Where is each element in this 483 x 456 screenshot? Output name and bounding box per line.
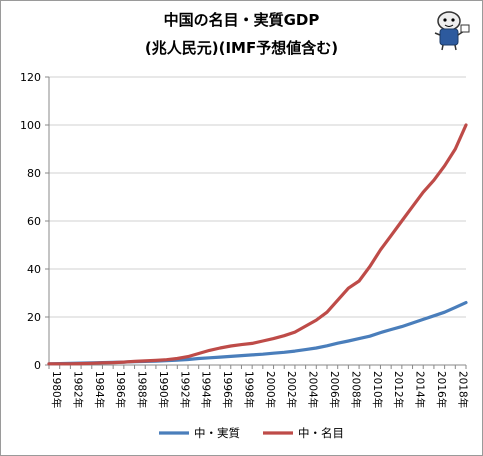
chart-title-line1: 中国の名目・実質GDP — [163, 11, 320, 29]
x-tick-label-2014: 2014年 — [414, 371, 427, 408]
y-tick-label-120: 120 — [20, 71, 41, 84]
legend-label-0: 中・実質 — [194, 426, 240, 440]
x-tick-label-2010: 2010年 — [371, 371, 384, 408]
x-tick-label-2008: 2008年 — [349, 371, 362, 408]
x-tick-label-1994: 1994年 — [200, 371, 213, 408]
y-tick-label-100: 100 — [20, 119, 41, 132]
x-tick-label-2002: 2002年 — [285, 371, 298, 408]
x-tick-label-1986: 1986年 — [114, 371, 127, 408]
y-tick-label-60: 60 — [27, 215, 41, 228]
x-tick-label-2018: 2018年 — [456, 371, 469, 408]
y-tick-label-80: 80 — [27, 167, 41, 180]
x-tick-label-1996: 1996年 — [221, 371, 234, 408]
x-tick-label-2000: 2000年 — [264, 371, 277, 408]
x-tick-label-1998: 1998年 — [242, 371, 255, 408]
x-tick-label-1982: 1982年 — [71, 371, 84, 408]
y-tick-label-20: 20 — [27, 311, 41, 324]
series-line-0 — [47, 301, 468, 366]
x-tick-label-1990: 1990年 — [157, 371, 170, 408]
x-tick-label-1992: 1992年 — [178, 371, 191, 408]
chart-title-line2: (兆人民元)(IMF予想値含む) — [144, 39, 339, 57]
series-line-1 — [47, 123, 468, 366]
x-tick-label-1980: 1980年 — [50, 371, 63, 408]
y-tick-label-0: 0 — [34, 359, 41, 372]
x-tick-label-2016: 2016年 — [435, 371, 448, 408]
x-tick-label-2006: 2006年 — [328, 371, 341, 408]
x-tick-label-2012: 2012年 — [392, 371, 405, 408]
x-tick-label-2004: 2004年 — [307, 371, 320, 408]
legend-label-1: 中・名目 — [298, 426, 344, 440]
x-tick-label-1988: 1988年 — [136, 371, 149, 408]
y-tick-label-40: 40 — [27, 263, 41, 276]
mascot-icon — [434, 11, 470, 51]
x-tick-label-1984: 1984年 — [93, 371, 106, 408]
